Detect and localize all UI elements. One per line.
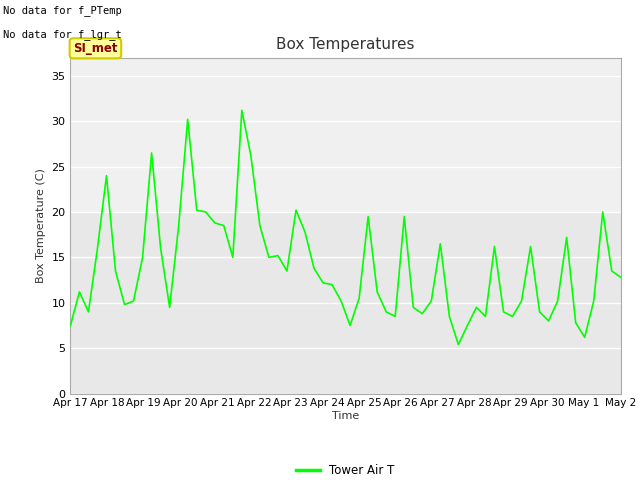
Title: Box Temperatures: Box Temperatures [276, 37, 415, 52]
Text: No data for f_PTemp: No data for f_PTemp [3, 5, 122, 16]
Y-axis label: Box Temperature (C): Box Temperature (C) [36, 168, 46, 283]
X-axis label: Time: Time [332, 411, 359, 421]
Text: No data for f_lgr_t: No data for f_lgr_t [3, 29, 122, 40]
Bar [70, 58, 621, 212]
Text: SI_met: SI_met [73, 42, 118, 55]
Legend: Tower Air T: Tower Air T [292, 459, 399, 480]
